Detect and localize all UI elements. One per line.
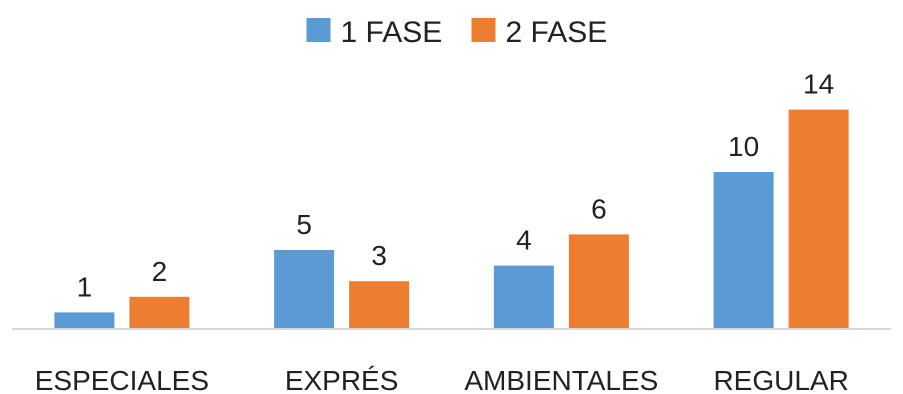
legend-swatch-2-fase — [471, 18, 496, 42]
data-label-expres-1-fase: 5 — [296, 209, 312, 240]
data-label-ambientales-1-fase: 4 — [516, 225, 532, 256]
data-label-especiales-2-fase: 2 — [152, 256, 168, 287]
bar-expres-2-fase — [349, 281, 410, 328]
data-labels-group: 1 2 5 3 4 6 10 14 — [77, 69, 835, 303]
category-label-expres: EXPRÉS — [285, 365, 399, 394]
bar-expres-1-fase — [274, 250, 335, 328]
category-labels-group: ESPECIALES EXPRÉS AMBIENTALES REGULAR — [35, 365, 849, 394]
bar-regular-1-fase — [713, 172, 774, 328]
bar-ambientales-2-fase — [568, 234, 629, 328]
bar-ambientales-1-fase — [493, 265, 554, 328]
legend-label-2-fase: 2 FASE — [506, 16, 608, 49]
bar-regular-2-fase — [788, 109, 849, 328]
bar-especiales-1-fase — [54, 312, 115, 328]
data-label-expres-2-fase: 3 — [371, 240, 387, 271]
data-label-regular-1-fase: 10 — [728, 131, 759, 162]
data-label-regular-2-fase: 14 — [803, 69, 834, 100]
legend-label-1-fase: 1 FASE — [341, 16, 443, 49]
data-label-especiales-1-fase: 1 — [77, 271, 93, 302]
chart-legend: 1 FASE 2 FASE — [306, 16, 608, 49]
category-label-regular: REGULAR — [713, 365, 848, 394]
legend-swatch-1-fase — [306, 18, 331, 42]
bars-group — [54, 109, 849, 328]
category-label-especiales: ESPECIALES — [35, 365, 209, 394]
bar-especiales-2-fase — [129, 296, 190, 328]
category-label-ambientales: AMBIENTALES — [464, 365, 658, 394]
data-label-ambientales-2-fase: 6 — [591, 193, 607, 224]
